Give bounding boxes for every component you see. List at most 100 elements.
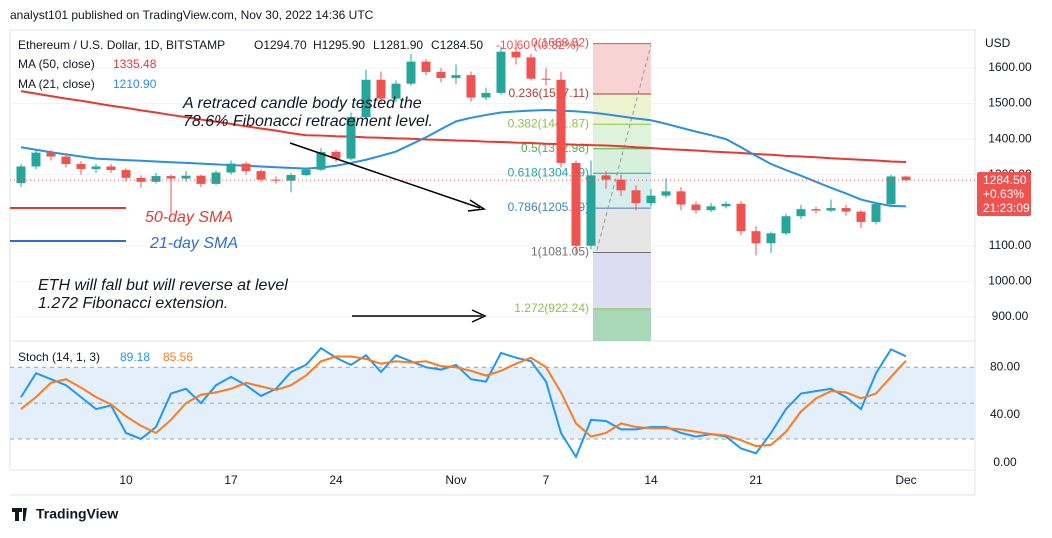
candle-body (46, 152, 56, 157)
candle-body (676, 191, 686, 205)
candle-body (631, 190, 641, 204)
price-tag (977, 172, 1031, 216)
x-tick-label: 10 (119, 473, 133, 487)
fib-band (593, 308, 651, 341)
legend-ma21: MA (21, close) (18, 77, 95, 91)
annotation: 78.6% Fibonacci retracement level. (183, 113, 433, 130)
candle-body (586, 175, 596, 246)
candle-body (391, 83, 401, 99)
candle-body (451, 75, 461, 78)
legend-change: -10.60 (-0.82%) (496, 38, 579, 52)
fib-band (593, 252, 651, 309)
candle-body (121, 170, 131, 178)
logo (12, 508, 27, 521)
annotation: 21-day SMA (149, 235, 238, 252)
x-tick-label: Dec (895, 473, 916, 487)
y-tick-label: 1400.00 (988, 131, 1032, 145)
candle-body (61, 156, 71, 164)
annotation: A retraced candle body tested the (182, 95, 422, 112)
candle-body (856, 211, 866, 222)
legend-high: H1295.90 (313, 38, 365, 52)
candle-body (346, 117, 356, 159)
x-tick-label: Nov (445, 473, 466, 487)
legend-stoch-d: 85.56 (163, 350, 193, 364)
indicator-line (20, 346, 907, 460)
annotation: ETH will fall but will reverse at level (38, 277, 288, 294)
candle-body (601, 175, 611, 180)
fib-band (593, 43, 651, 94)
candle-body (196, 175, 206, 184)
candle-body (901, 176, 911, 181)
currency: USD (985, 36, 1011, 50)
y-tick-label: 1600.00 (988, 60, 1032, 74)
annotation: 50-day SMA (145, 209, 233, 226)
y-tick-label: 80.00 (990, 359, 1020, 373)
candle-body (256, 171, 266, 180)
main-layer: 900.001000.001100.001300.001400.001500.0… (10, 36, 1032, 487)
indicator-line (20, 355, 907, 448)
legend-low: L1281.90 (373, 38, 423, 52)
candle-body (331, 151, 341, 159)
candle-body (31, 152, 41, 167)
legend-ma21-value: 1210.90 (113, 77, 157, 91)
candle-body (241, 163, 251, 172)
legend-stoch: Stoch (14, 1, 3) (18, 350, 100, 364)
candle-body (766, 233, 776, 244)
y-tick-label: 0.00 (993, 455, 1017, 469)
candle-body (571, 162, 581, 246)
candle-body (841, 208, 851, 212)
indicator-line (20, 108, 907, 208)
candle-body (556, 79, 566, 163)
candle-body (436, 71, 446, 78)
arrow-head (467, 199, 487, 212)
candle-body (301, 169, 311, 176)
fib-label: 0.786(1205.99) (508, 200, 589, 214)
candle-body (226, 163, 236, 173)
trend-line (596, 44, 652, 251)
legend-symbol: Ethereum / U.S. Dollar, 1D, BITSTAMP (18, 38, 225, 52)
candle-body (91, 166, 101, 169)
candle-body (646, 195, 656, 204)
price-tag-value: 1284.50 (983, 173, 1027, 187)
candle-body (541, 78, 551, 80)
candle-body (466, 75, 476, 98)
candle-body (826, 208, 836, 211)
fib-band (593, 208, 651, 253)
candle-body (481, 92, 491, 98)
x-tick-label: 7 (543, 473, 550, 487)
fib-label: 0(1668.82) (531, 36, 589, 50)
y-tick-label: 1000.00 (988, 273, 1032, 287)
fib-label: 1.272(922.24) (514, 301, 589, 315)
legend-close: C1284.50 (431, 38, 483, 52)
candle-body (871, 204, 881, 222)
under-layer (10, 43, 975, 440)
annotation: 1.272 Fibonacci extension. (38, 295, 228, 312)
candle-body (421, 61, 431, 72)
candle-body (361, 79, 371, 118)
candle-body (796, 209, 806, 217)
candle-body (526, 57, 536, 79)
x-tick-label: 17 (224, 473, 238, 487)
candle-body (616, 179, 626, 191)
candle-body (661, 191, 671, 196)
header: analyst101 published on TradingView.com,… (10, 8, 374, 22)
candle-body (496, 51, 506, 93)
candle-body (106, 166, 116, 171)
candle-body (211, 172, 221, 184)
candle-body (736, 203, 746, 232)
candle-body (706, 206, 716, 211)
indicator-line (20, 90, 907, 164)
candle-body (151, 176, 161, 182)
candle-body (286, 175, 296, 181)
candle-body (886, 176, 896, 205)
fib-label: 0.618(1304.09) (508, 165, 589, 179)
arrow-head (471, 309, 487, 323)
fib-band (593, 148, 651, 174)
candle-body (16, 166, 26, 184)
candle-body (136, 177, 146, 182)
legend-open: O1294.70 (254, 38, 307, 52)
candle-body (811, 209, 821, 211)
y-tick-label: 1500.00 (988, 96, 1032, 110)
